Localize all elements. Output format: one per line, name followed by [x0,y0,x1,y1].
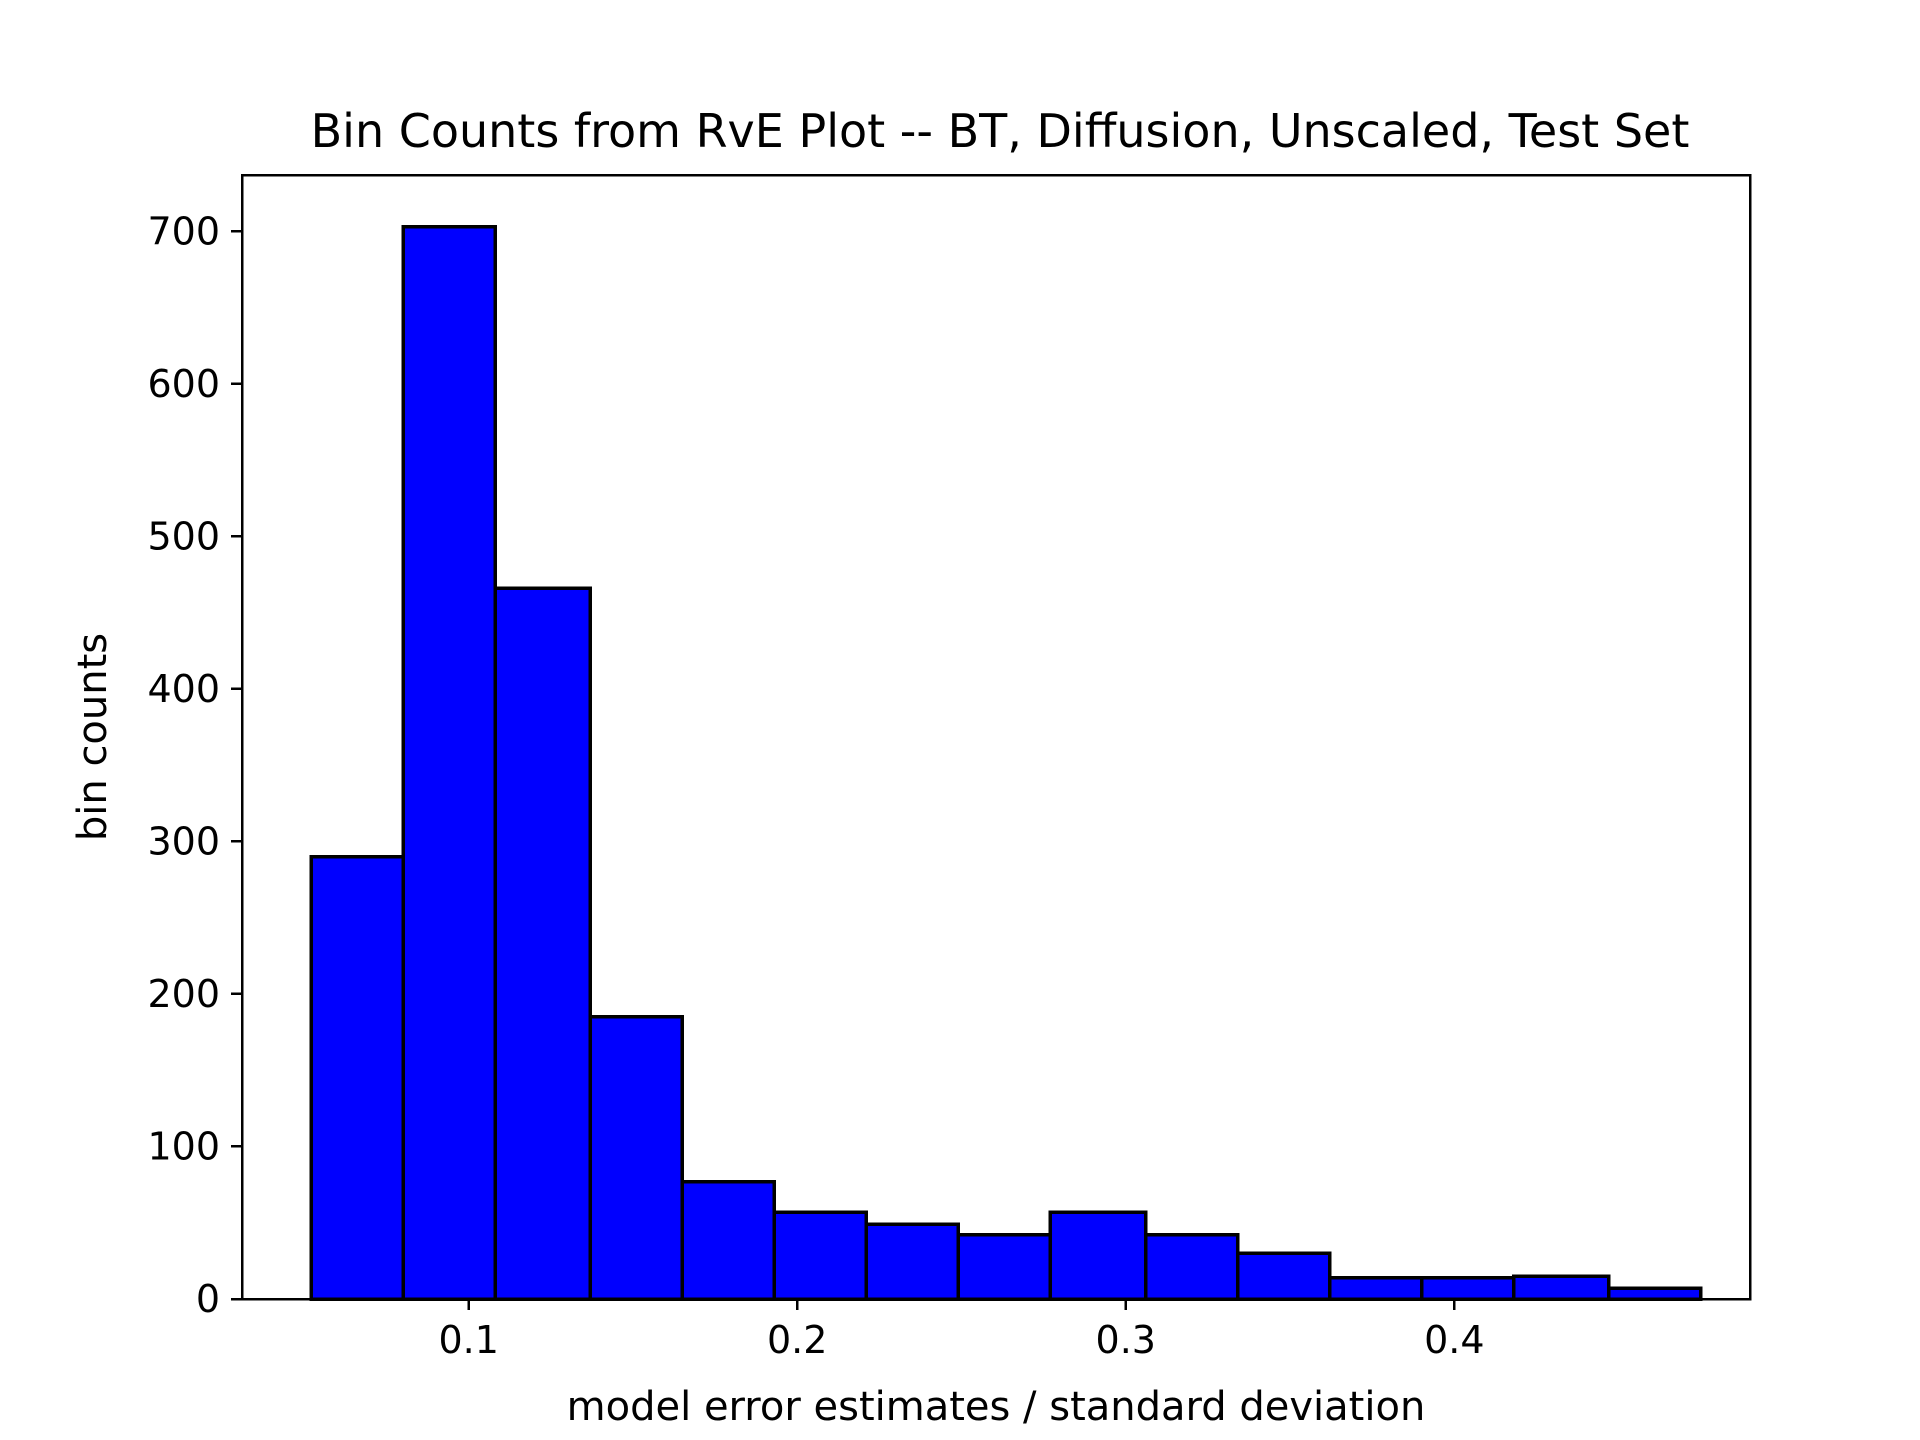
y-tick-label: 100 [147,1124,220,1168]
plot-frame [240,173,1752,1301]
histogram-bar-14 [1511,1274,1611,1301]
histogram-bar-1 [309,854,405,1301]
y-tick-label: 600 [147,362,220,406]
histogram-bar-15 [1606,1286,1703,1301]
histogram-bar-10 [1143,1233,1240,1301]
histogram-bar-4 [588,1015,685,1301]
x-tick-label: 0.3 [1096,1318,1156,1362]
y-tick-label: 0 [196,1277,220,1321]
x-tick-label: 0.2 [767,1318,827,1362]
y-tick-label: 300 [147,819,220,863]
x-tick-label: 0.4 [1424,1318,1484,1362]
histogram-bar-8 [956,1233,1052,1301]
x-tick-label: 0.1 [438,1318,498,1362]
histogram-bar-5 [680,1179,776,1301]
y-tick-label: 200 [147,972,220,1016]
histogram-bar-11 [1235,1251,1332,1301]
histogram-bar-7 [864,1222,960,1301]
y-axis-ticks: 0 100 200 300 400 500 600 700 [147,209,242,1321]
x-axis-ticks: 0.1 0.2 0.3 0.4 [438,1299,1485,1362]
y-tick-label: 400 [147,667,220,711]
histogram-bar-6 [772,1210,868,1301]
histogram-bar-13 [1419,1275,1516,1301]
bars-layer [309,225,1703,1301]
y-tick-label: 500 [147,514,220,558]
histogram-bar-12 [1327,1275,1424,1301]
x-axis-label: model error estimates / standard deviati… [567,1384,1426,1430]
chart-title: Bin Counts from RvE Plot -- BT, Diffusio… [311,104,1690,158]
histogram-bar-9 [1048,1210,1148,1301]
histogram-bar-2 [401,225,497,1301]
y-tick-label: 700 [147,209,220,253]
histogram-bar-3 [493,586,593,1301]
y-axis-label: bin counts [70,633,116,841]
